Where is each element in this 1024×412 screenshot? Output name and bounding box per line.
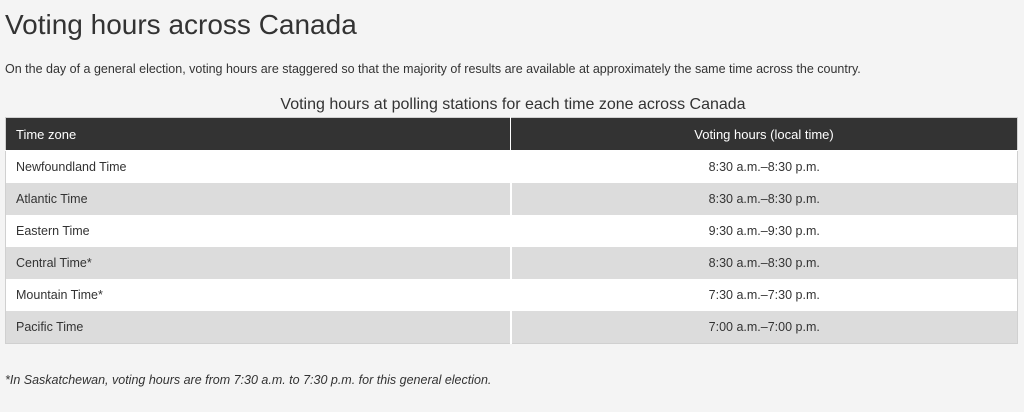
- voting-hours-cell: 8:30 a.m.–8:30 p.m.: [708, 160, 820, 174]
- voting-hours-cell: 8:30 a.m.–8:30 p.m.: [708, 256, 820, 270]
- time-zone-cell: Pacific Time: [5, 311, 512, 344]
- table-body: Newfoundland Time 8:30 a.m.–8:30 p.m. At…: [5, 150, 1018, 344]
- table-row: Atlantic Time 8:30 a.m.–8:30 p.m.: [5, 183, 1018, 215]
- table-row: Mountain Time* 7:30 a.m.–7:30 p.m.: [5, 279, 1018, 311]
- intro-paragraph: On the day of a general election, voting…: [5, 62, 861, 76]
- voting-hours-cell: 8:30 a.m.–8:30 p.m.: [708, 192, 820, 206]
- time-zone-cell: Eastern Time: [5, 215, 512, 247]
- page-title: Voting hours across Canada: [5, 9, 357, 40]
- table-header: Time zone Voting hours (local time): [5, 117, 1018, 151]
- table-row: Central Time* 8:30 a.m.–8:30 p.m.: [5, 247, 1018, 279]
- voting-hours-cell: 7:00 a.m.–7:00 p.m.: [708, 320, 820, 334]
- table-header-row: Time zone Voting hours (local time): [5, 117, 1018, 151]
- voting-hours-cell: 7:30 a.m.–7:30 p.m.: [708, 288, 820, 302]
- time-zone-cell: Newfoundland Time: [5, 150, 512, 183]
- column-header-time-zone: Time zone: [5, 117, 511, 151]
- footnote: *In Saskatchewan, voting hours are from …: [5, 373, 492, 387]
- table-caption: Voting hours at polling stations for eac…: [280, 96, 746, 113]
- voting-hours-table-container: Voting hours at polling stations for eac…: [5, 95, 1018, 344]
- table-row: Pacific Time 7:00 a.m.–7:00 p.m.: [5, 311, 1018, 344]
- table-row: Eastern Time 9:30 a.m.–9:30 p.m.: [5, 215, 1018, 247]
- time-zone-cell: Atlantic Time: [5, 183, 512, 215]
- time-zone-cell: Central Time*: [5, 247, 512, 279]
- column-header-voting-hours: Voting hours (local time): [510, 117, 1018, 151]
- time-zone-cell: Mountain Time*: [5, 279, 512, 311]
- voting-hours-table: Time zone Voting hours (local time) Newf…: [5, 117, 1018, 344]
- table-row: Newfoundland Time 8:30 a.m.–8:30 p.m.: [5, 150, 1018, 183]
- voting-hours-cell: 9:30 a.m.–9:30 p.m.: [708, 224, 820, 238]
